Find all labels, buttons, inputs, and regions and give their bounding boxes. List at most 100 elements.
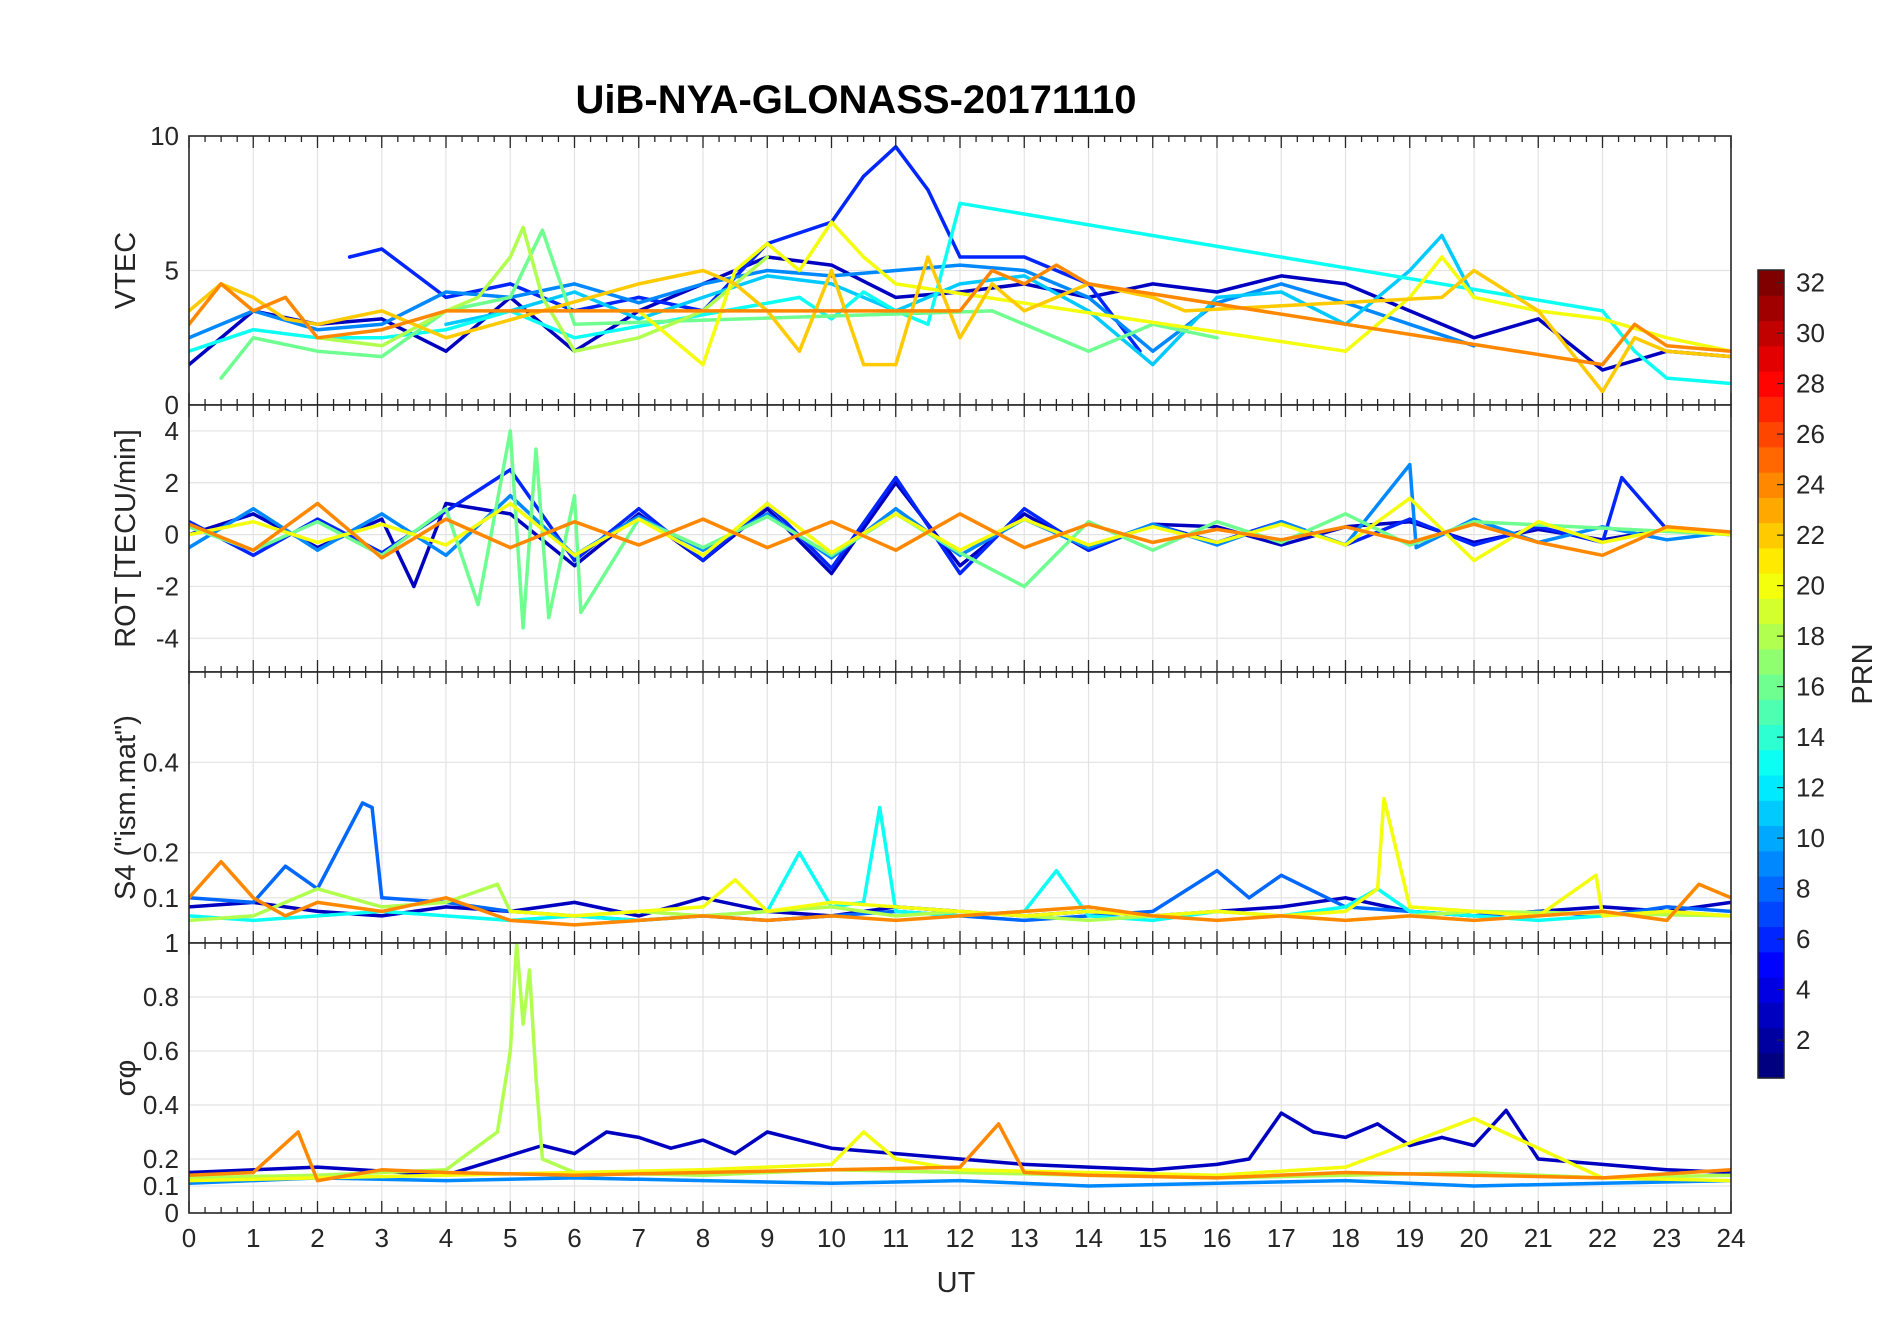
data-point — [348, 255, 352, 259]
data-point — [572, 900, 577, 905]
data-point — [605, 1130, 609, 1134]
data-point — [1408, 543, 1412, 547]
data-point — [1279, 543, 1283, 547]
y-tick-label: 0 — [165, 1198, 179, 1228]
data-point — [444, 295, 448, 299]
data-point — [829, 220, 834, 224]
data-point — [1215, 1173, 1219, 1177]
data-point — [862, 1130, 866, 1134]
data-point — [926, 322, 930, 326]
y-tick-label: 0.1 — [143, 883, 179, 913]
data-point — [1279, 905, 1283, 909]
data-point — [1279, 520, 1283, 524]
y-tick-label: 0.1 — [143, 1171, 179, 1201]
data-point — [1472, 520, 1476, 524]
data-point — [1279, 540, 1283, 545]
data-point — [1086, 905, 1091, 909]
data-point — [701, 268, 705, 273]
y-tick-label: 0.4 — [143, 747, 179, 777]
colorbar-tick-label: 32 — [1796, 268, 1825, 298]
x-tick-label: 13 — [1010, 1223, 1039, 1253]
data-point — [894, 481, 898, 485]
data-point — [572, 520, 577, 524]
data-point — [1086, 1173, 1091, 1177]
data-point — [829, 1168, 834, 1172]
data-point — [894, 909, 898, 914]
data-point — [1472, 909, 1476, 914]
data-point — [476, 295, 480, 299]
data-point — [1343, 1135, 1348, 1139]
y-tick-label: 0.6 — [143, 1036, 179, 1066]
colorbar-tick-label: 12 — [1796, 773, 1825, 803]
data-point — [1022, 255, 1026, 259]
data-point — [251, 918, 255, 923]
data-point — [829, 553, 834, 557]
x-tick-label: 5 — [503, 1223, 517, 1253]
data-point — [1343, 909, 1348, 914]
data-point — [829, 905, 834, 909]
data-point — [990, 309, 994, 313]
data-point — [380, 317, 384, 321]
data-point — [1600, 363, 1605, 367]
data-point — [1054, 869, 1058, 873]
data-point — [1536, 309, 1540, 313]
data-point — [534, 1076, 538, 1080]
colorbar-segment — [1758, 1052, 1784, 1079]
data-point — [1086, 520, 1091, 524]
data-point — [1472, 914, 1476, 918]
data-point — [958, 309, 962, 313]
data-point — [572, 282, 577, 286]
data-point — [1215, 1176, 1219, 1180]
data-point — [508, 255, 512, 259]
colorbar-tick-label: 26 — [1796, 419, 1825, 449]
data-point — [412, 584, 416, 589]
data-point — [444, 905, 448, 909]
data-point — [701, 553, 705, 557]
series-line-prn-11 — [444, 233, 1476, 367]
data-point — [1697, 882, 1701, 886]
x-tick-label: 1 — [246, 1223, 260, 1253]
data-point — [701, 558, 705, 563]
data-point — [701, 905, 705, 909]
data-point — [1633, 349, 1637, 353]
data-point — [508, 512, 512, 516]
data-point — [829, 1181, 834, 1185]
data-point — [1343, 525, 1348, 529]
data-point — [1472, 522, 1476, 526]
data-point — [444, 501, 448, 506]
series-line-prn-18 — [189, 943, 1731, 1180]
data-point — [283, 864, 287, 868]
x-tick-label: 12 — [946, 1223, 975, 1253]
data-point — [444, 900, 448, 905]
data-point — [380, 909, 384, 914]
y-axis-label: S4 ("ism.mat") — [110, 715, 142, 900]
data-point — [315, 1179, 320, 1183]
x-tick-label: 15 — [1138, 1223, 1167, 1253]
x-tick-label: 10 — [817, 1223, 846, 1253]
data-point — [1408, 517, 1412, 521]
colorbar-segment — [1758, 800, 1784, 827]
data-point — [1022, 517, 1026, 521]
data-point — [1086, 918, 1091, 923]
x-tick-label: 8 — [696, 1223, 710, 1253]
data-point — [1022, 512, 1026, 516]
data-point — [251, 328, 255, 332]
data-point — [637, 514, 641, 519]
data-point — [1086, 543, 1091, 547]
y-tick-label: -4 — [156, 623, 179, 653]
axes-frame — [188, 942, 1732, 1214]
data-point — [1215, 909, 1219, 914]
y-tick-label: -2 — [156, 571, 179, 601]
data-point — [572, 290, 577, 294]
data-point — [1247, 896, 1251, 900]
colorbar-frame — [1757, 269, 1785, 1079]
data-point — [1472, 1173, 1476, 1177]
y-axis-label: σφ — [110, 1060, 142, 1097]
data-point — [1408, 914, 1412, 918]
y-tick-label: 0.4 — [143, 1090, 179, 1120]
data-point — [1151, 914, 1155, 918]
data-point — [1054, 336, 1058, 340]
data-point — [508, 1049, 512, 1053]
data-point — [444, 1173, 448, 1177]
data-point — [572, 558, 577, 563]
